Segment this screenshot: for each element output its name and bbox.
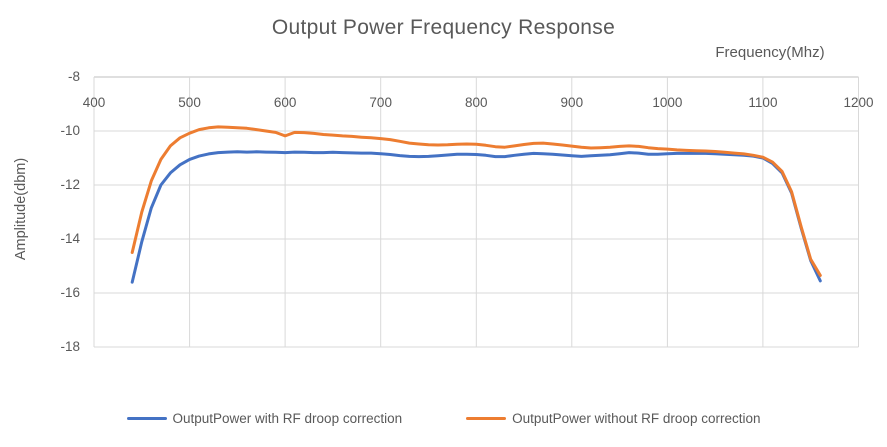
y-tick-label--12: -12 (60, 177, 80, 192)
legend-label-without-correction: OutputPower without RF droop correction (512, 411, 761, 426)
x-tick-label-600: 600 (273, 95, 297, 110)
legend-entry-without-correction: OutputPower without RF droop correction (466, 411, 760, 426)
y-tick-label--8: -8 (67, 69, 80, 84)
legend-entry-with-correction: OutputPower with RF droop correction (126, 411, 403, 426)
x-tick-label-700: 700 (369, 95, 392, 110)
x-tick-label-1100: 1100 (748, 95, 778, 110)
x-tick-label-1000: 1000 (652, 95, 683, 110)
x-tick-label-500: 500 (178, 95, 201, 110)
y-tick-label--18: -18 (60, 339, 80, 354)
legend-label-with-correction: OutputPower with RF droop correction (172, 411, 403, 426)
legend-line-swatch-orange (466, 417, 507, 420)
x-tick-label-1200: 1200 (843, 95, 874, 110)
x-axis-title: Frequency(Mhz) (715, 44, 825, 61)
x-tick-label-400: 400 (82, 95, 106, 110)
chart-title: Output Power Frequency Response (271, 16, 616, 39)
legend: OutputPower with RF droop correction Out… (0, 411, 887, 426)
series-line-with-correction (130, 150, 822, 284)
series-line-without-correction (130, 125, 822, 277)
x-tick-label-900: 900 (560, 95, 584, 110)
x-tick-label-800: 800 (464, 95, 488, 110)
y-tick-label--10: -10 (60, 123, 80, 138)
y-tick-label--14: -14 (60, 231, 80, 246)
legend-line-swatch-blue (126, 417, 167, 420)
y-tick-label--16: -16 (60, 285, 80, 300)
